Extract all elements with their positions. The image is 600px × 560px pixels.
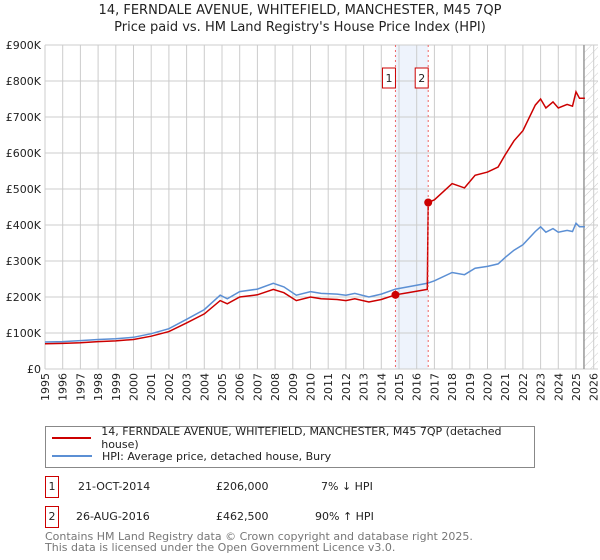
x-tick-label: 2022: [517, 373, 530, 401]
x-tick-label: 2000: [128, 373, 141, 401]
x-tick-label: 2026: [588, 373, 600, 401]
x-tick-label: 2015: [393, 373, 406, 401]
y-tick-label: £300K: [6, 255, 42, 268]
transaction-number: 2: [45, 506, 59, 528]
x-tick-label: 2025: [570, 373, 583, 401]
x-tick-label: 1998: [92, 373, 105, 401]
x-tick-label: 2024: [552, 373, 565, 401]
x-tick-label: 2019: [464, 373, 477, 401]
transaction-row: 1 21-OCT-2014 £206,000 7% ↓ HPI: [45, 476, 465, 498]
x-tick-label: 1999: [110, 373, 123, 401]
chart-subtitle: Price paid vs. HM Land Registry's House …: [114, 20, 486, 35]
transaction-badge-label: 2: [418, 72, 425, 85]
transaction-date: 26-AUG-2016: [76, 510, 150, 523]
x-tick-label: 1995: [39, 373, 52, 401]
x-tick-label: 2023: [535, 373, 548, 401]
forecast-hatch: [583, 45, 598, 369]
transaction-hpi: 90% ↑ HPI: [315, 510, 374, 523]
x-tick-label: 2014: [375, 373, 388, 401]
footer-copyright: Contains HM Land Registry data © Crown c…: [45, 530, 473, 543]
price-line-swatch: [52, 437, 92, 439]
legend-price-label: 14, FERNDALE AVENUE, WHITEFIELD, MANCHES…: [101, 425, 502, 451]
transaction-hpi: 7% ↓ HPI: [321, 480, 373, 493]
y-tick-label: £500K: [6, 183, 42, 196]
series-line: [44, 221, 585, 343]
x-tick-label: 2010: [305, 373, 318, 401]
x-tick-label: 2006: [234, 373, 247, 401]
legend: 14, FERNDALE AVENUE, WHITEFIELD, MANCHES…: [45, 425, 535, 468]
y-tick-label: £400K: [6, 219, 42, 232]
y-tick-label: £800K: [6, 75, 42, 88]
y-tick-label: £100K: [6, 327, 42, 340]
transaction-badge: [381, 67, 396, 89]
price-chart: 1995 1996 1997 1998 1999 2000 2001 2002 2003 2004…: [6, 39, 600, 401]
transaction-badge-label: 1: [385, 72, 392, 85]
legend-item-price: 14, FERNDALE AVENUE, WHITEFIELD, MANCHES…: [52, 425, 534, 451]
transaction-point: [391, 290, 400, 299]
y-tick-label: £200K: [6, 291, 42, 304]
y-tick-label: £0: [27, 363, 41, 376]
transaction-badge: [414, 67, 429, 89]
series-line: [44, 89, 585, 345]
holding-period-shade: [395, 45, 429, 369]
x-tick-label: 2004: [198, 373, 211, 401]
transaction-point: [424, 198, 433, 207]
x-tick-label: 2008: [269, 373, 282, 401]
transaction-number: 1: [45, 476, 59, 498]
y-tick-label: £700K: [6, 111, 42, 124]
y-tick-label: £600K: [6, 147, 42, 160]
legend-hpi-label: HPI: Average price, detached house, Bury: [102, 449, 332, 463]
legend-item-hpi: HPI: Average price, detached house, Bury: [52, 448, 331, 464]
x-tick-label: 2016: [411, 373, 424, 401]
x-tick-label: 1997: [74, 373, 87, 401]
chart-title: 14, FERNDALE AVENUE, WHITEFIELD, MANCHES…: [98, 3, 502, 18]
x-tick-label: 2013: [358, 373, 371, 401]
x-tick-label: 2002: [163, 373, 176, 401]
x-tick-label: 2003: [181, 373, 194, 401]
x-tick-label: 2012: [340, 373, 353, 401]
footer-licence: This data is licensed under the Open Gov…: [45, 541, 396, 554]
x-tick-label: 2005: [216, 373, 229, 401]
x-tick-label: 2007: [251, 373, 264, 401]
x-tick-label: 2020: [482, 373, 495, 401]
x-tick-label: 2009: [287, 373, 300, 401]
hpi-line-swatch: [52, 455, 92, 457]
transaction-date: 21-OCT-2014: [78, 480, 151, 493]
x-tick-label: 2017: [428, 373, 441, 401]
x-tick-label: 2001: [145, 373, 158, 401]
y-tick-label: £900K: [6, 39, 42, 52]
x-tick-label: 2018: [446, 373, 459, 401]
x-tick-label: 2011: [322, 373, 335, 401]
x-tick-label: 1996: [57, 373, 70, 401]
x-tick-label: 2021: [499, 373, 512, 401]
transaction-price: £462,500: [216, 510, 269, 523]
transaction-price: £206,000: [216, 480, 269, 493]
transaction-row: 2 26-AUG-2016 £462,500 90% ↑ HPI: [45, 506, 465, 528]
